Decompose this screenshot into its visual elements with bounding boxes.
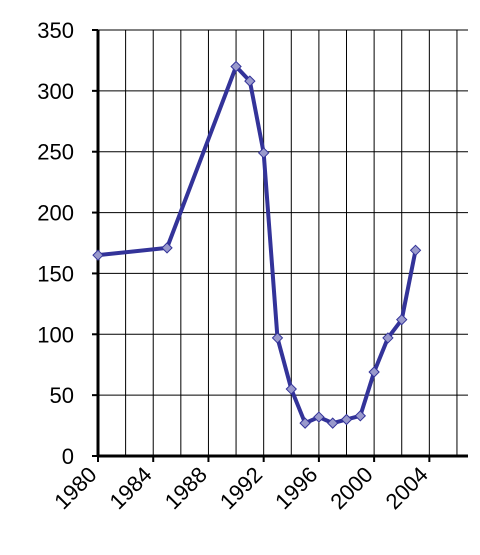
point [257, 147, 270, 159]
line [97, 64, 418, 426]
point [340, 413, 353, 426]
point [230, 60, 242, 73]
y-tick-label: 200 [37, 201, 74, 226]
point [396, 313, 408, 326]
x-tick-label: 1984 [104, 462, 156, 514]
y-tick-label: 100 [37, 322, 74, 347]
y-tick-label: 0 [62, 444, 74, 469]
x-tick-label: 1996 [270, 462, 322, 514]
point [409, 244, 422, 257]
x-tick-label: 1980 [49, 462, 101, 514]
point [326, 417, 339, 429]
y-tick-label: 50 [50, 383, 74, 408]
point [285, 383, 297, 395]
x-tick-label: 2000 [325, 462, 377, 514]
y-tick-label: 350 [37, 18, 74, 43]
point [313, 411, 325, 423]
point [299, 417, 311, 429]
point [92, 249, 104, 261]
point [271, 332, 284, 344]
point [382, 332, 394, 344]
point [161, 242, 173, 254]
point [244, 75, 256, 87]
x-tick-label: 1988 [160, 462, 212, 514]
y-tick-label: 150 [37, 261, 74, 286]
point [368, 366, 380, 378]
point [354, 410, 367, 422]
x-tick-label: 2004 [381, 462, 433, 514]
x-tick-label: 1992 [215, 462, 267, 514]
y-tick-label: 300 [37, 79, 74, 104]
y-tick-label: 250 [37, 140, 74, 165]
